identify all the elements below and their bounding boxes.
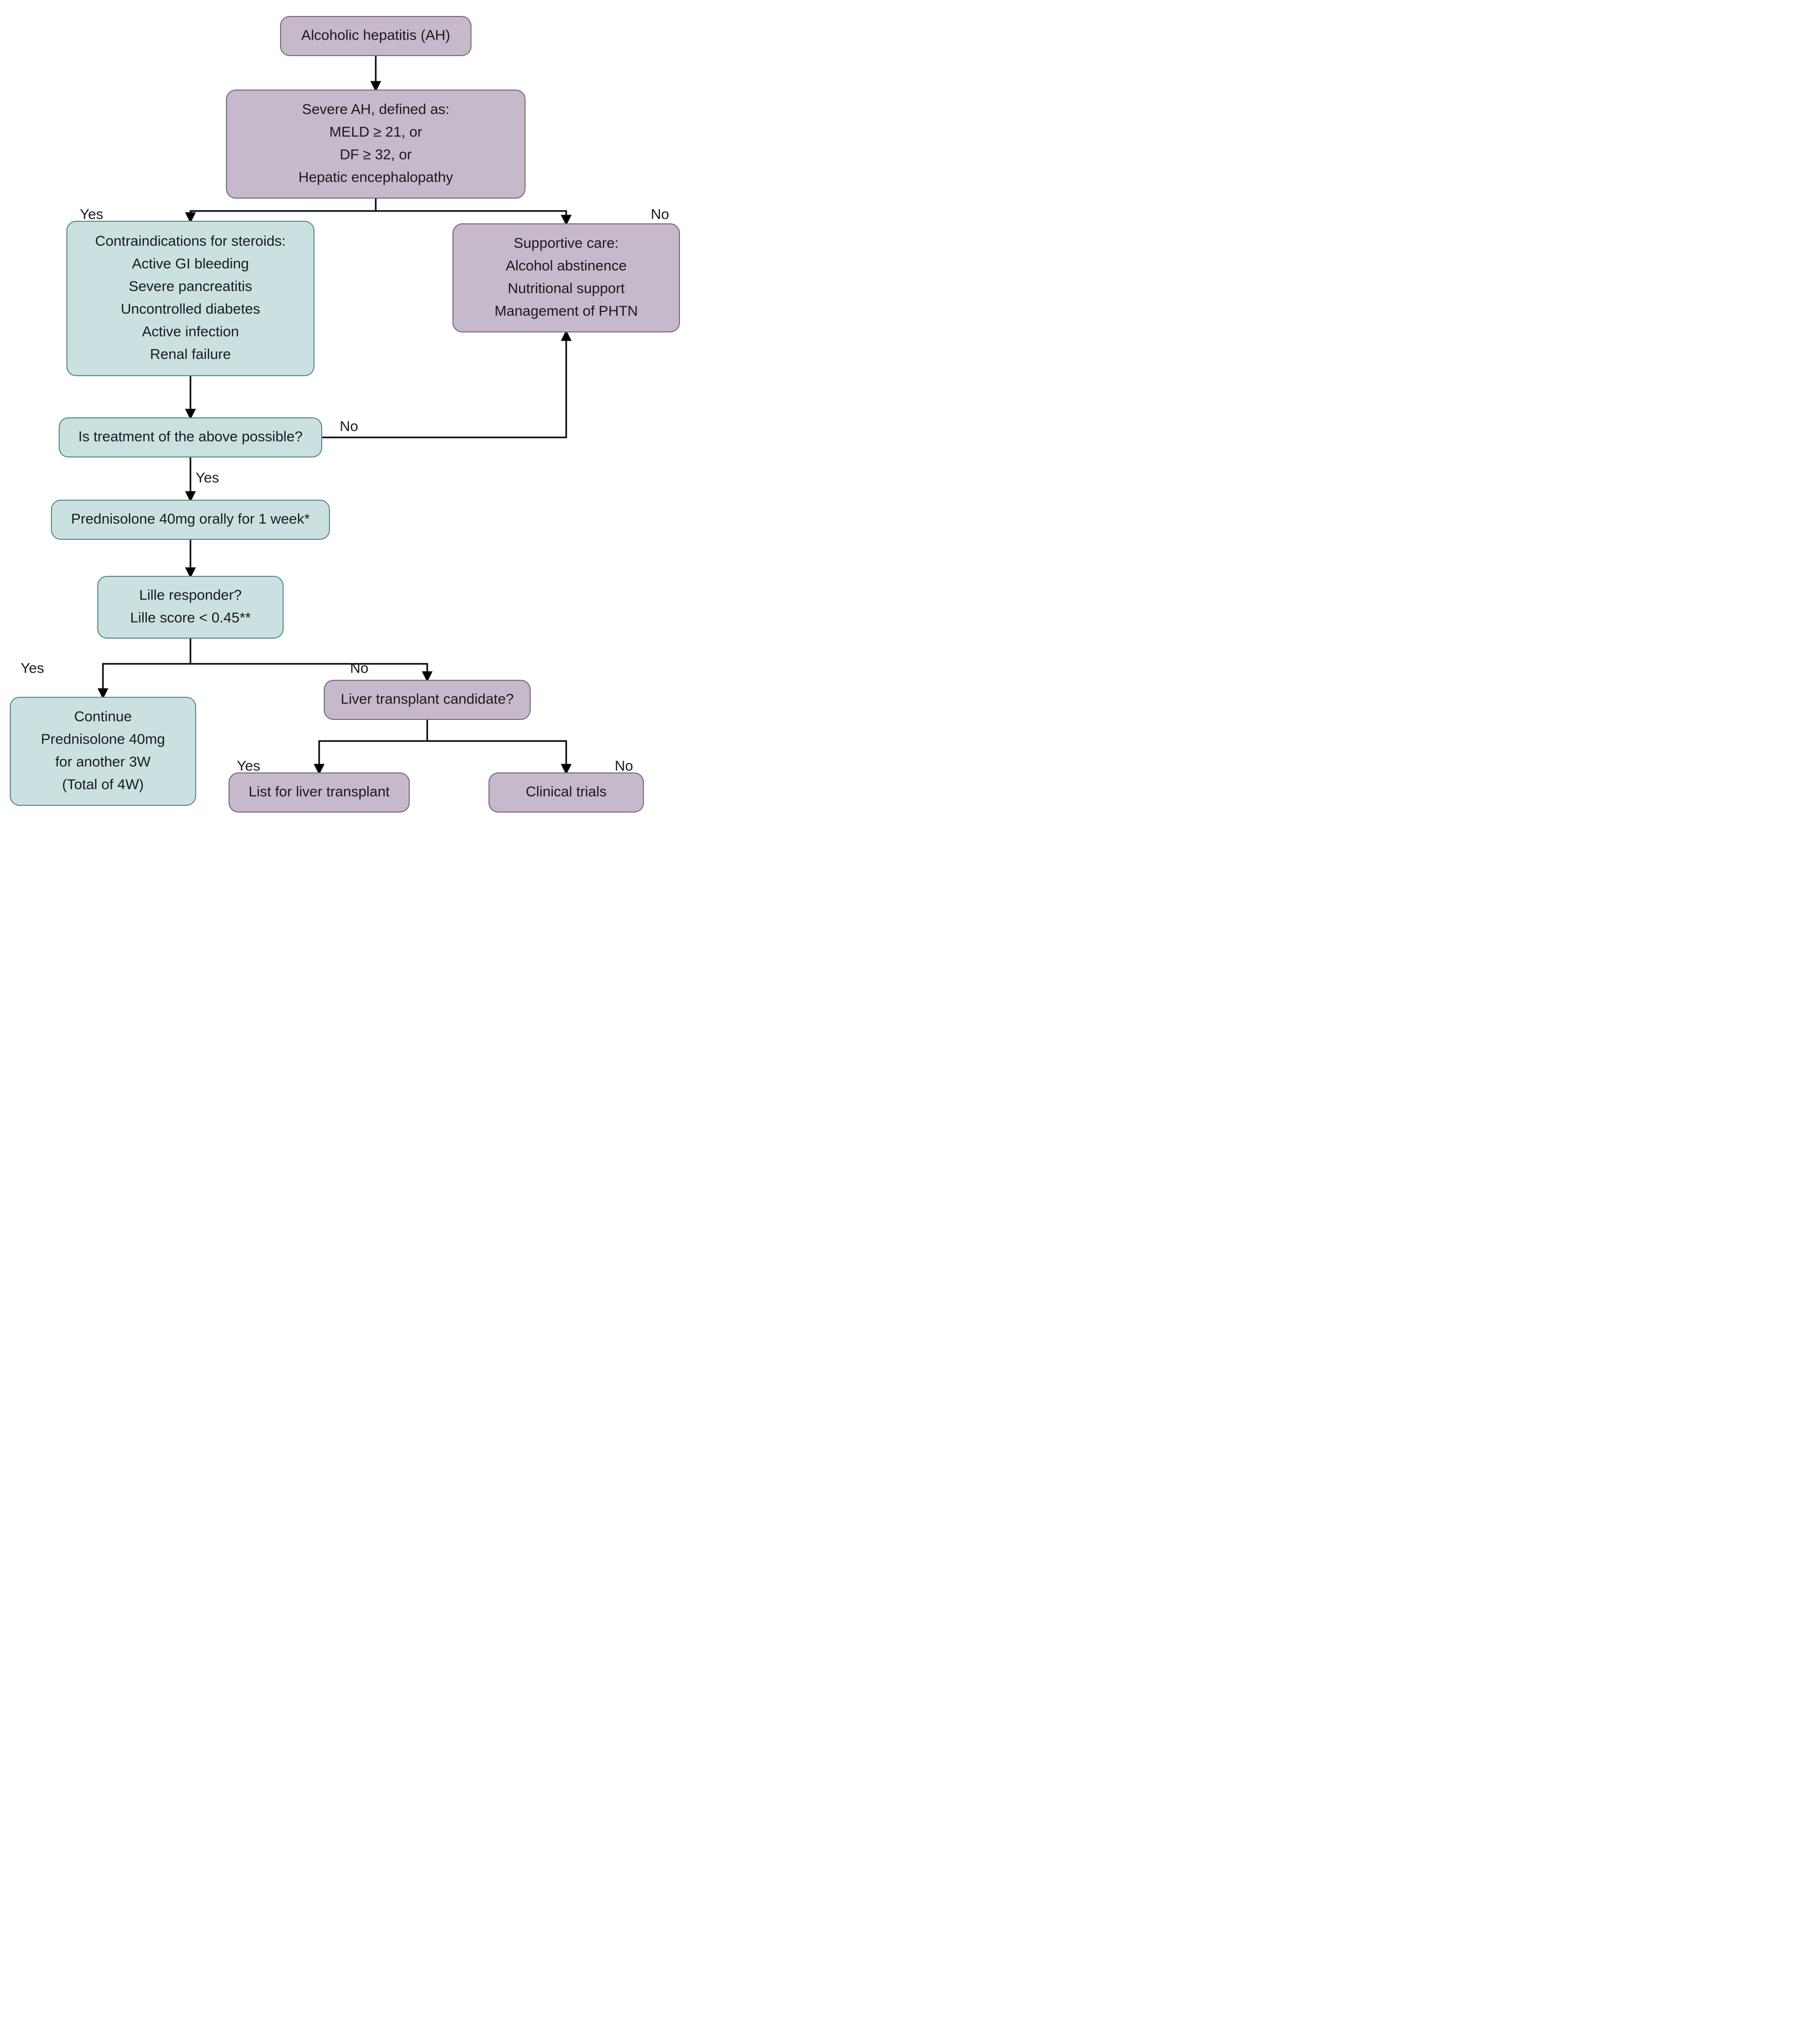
node-text-line: Lille responder? (139, 587, 241, 603)
node-box (98, 576, 283, 638)
node-text-line: Nutritional support (508, 280, 624, 296)
node-n_transcand: Liver transplant candidate? (324, 680, 530, 719)
node-text-line: Prednisolone 40mg (41, 731, 165, 747)
node-text-line: for another 3W (55, 753, 151, 769)
node-text-line: Liver transplant candidate? (341, 691, 514, 707)
node-text-line: Is treatment of the above possible? (78, 428, 303, 444)
node-text-line: (Total of 4W) (62, 776, 144, 792)
edge-label: Yes (196, 469, 219, 485)
nodes-layer: Alcoholic hepatitis (AH) Severe AH, defin… (10, 16, 679, 812)
node-text-line: Continue (74, 708, 132, 724)
node-text-line: Severe AH, defined as: (302, 101, 449, 117)
flow-edge (427, 719, 566, 773)
edge-label: No (651, 206, 669, 222)
edge-label: Yes (237, 757, 260, 773)
edge-label: Yes (80, 206, 103, 222)
node-text-line: Clinical trials (526, 783, 606, 799)
node-text-line: List for liver transplant (249, 783, 390, 799)
edge-label: Yes (21, 660, 44, 676)
node-n_support: Supportive care: Alcohol abstinence Nutrit… (453, 224, 679, 332)
node-text-line: Alcohol abstinence (505, 257, 626, 273)
node-n_contra: Contraindications for steroids: Active GI… (67, 221, 314, 376)
node-n_list: List for liver transplant (229, 773, 409, 812)
node-text-line: Supportive care: (514, 235, 619, 251)
node-text-line: MELD ≥ 21, or (329, 124, 422, 139)
node-text-line: Active GI bleeding (132, 255, 249, 271)
node-text-line: Alcoholic hepatitis (AH) (301, 27, 450, 43)
node-text-line: Prednisolone 40mg orally for 1 week* (71, 510, 310, 526)
flow-edge (376, 198, 566, 224)
edge-label: No (615, 757, 633, 773)
flow-edge (103, 638, 190, 697)
node-text-line: Contraindications for steroids: (95, 233, 286, 249)
edge-label: No (350, 660, 369, 676)
node-text-line: Lille score < 0.45** (130, 609, 251, 625)
flow-edge (190, 198, 376, 221)
node-text-line: Management of PHTN (495, 303, 638, 319)
edge-label: No (340, 418, 358, 434)
node-n_pred: Prednisolone 40mg orally for 1 week* (51, 500, 329, 539)
node-n_ah: Alcoholic hepatitis (AH) (281, 16, 471, 56)
node-n_lille: Lille responder? Lille score < 0.45** (98, 576, 283, 638)
node-text-line: Active infection (142, 323, 239, 339)
node-n_continue: Continue Prednisolone 40mg for another 3W (… (10, 697, 196, 805)
node-text-line: Uncontrolled diabetes (121, 301, 260, 316)
node-text-line: Renal failure (150, 346, 231, 362)
flow-edge (319, 719, 427, 773)
node-n_trials: Clinical trials (489, 773, 643, 812)
node-text-line: Severe pancreatitis (129, 278, 252, 294)
flow-edge (190, 638, 427, 680)
node-text-line: DF ≥ 32, or (340, 146, 412, 162)
node-n_severe: Severe AH, defined as: MELD ≥ 21, or DF ≥ … (226, 90, 525, 198)
node-text-line: Hepatic encephalopathy (299, 169, 453, 185)
node-n_treatable: Is treatment of the above possible? (59, 418, 322, 457)
flow-edge (322, 332, 566, 437)
